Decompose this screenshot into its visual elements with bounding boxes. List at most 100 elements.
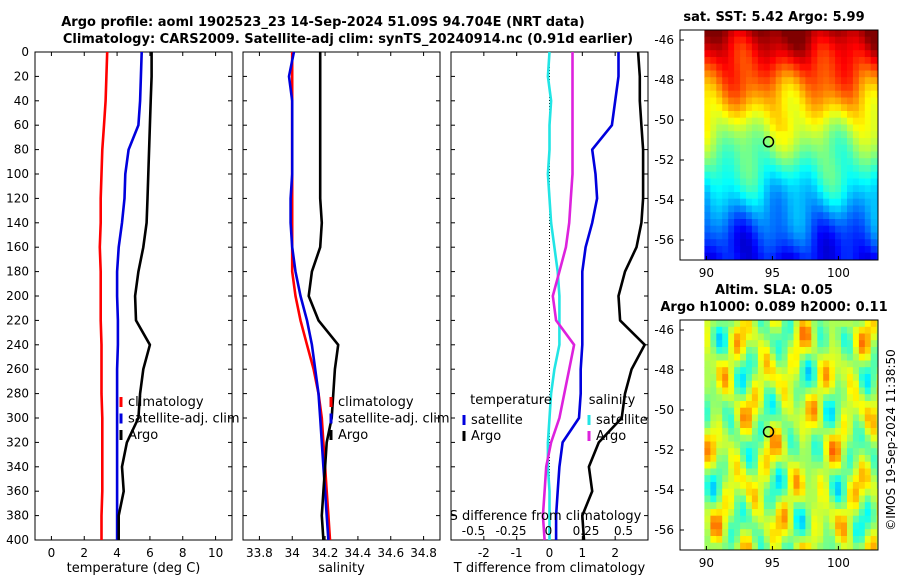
heatmap-cell	[775, 239, 783, 247]
heatmap-cell	[811, 353, 818, 361]
heatmap-cell	[704, 374, 711, 382]
heatmap-cell	[823, 394, 830, 402]
heatmap-cell	[847, 124, 854, 132]
heatmap-cell	[870, 448, 878, 456]
heatmap-cell	[852, 117, 860, 125]
x-axis-label: T difference from climatology	[453, 561, 646, 576]
heatmap-cell	[870, 515, 878, 523]
heatmap-cell	[841, 185, 848, 193]
y-tick-label: 300	[6, 411, 29, 425]
heatmap-cell	[805, 509, 812, 517]
heatmap-cell	[817, 158, 824, 166]
heatmap-cell	[799, 326, 806, 335]
heatmap-cell	[805, 421, 812, 429]
heatmap-cell	[799, 246, 806, 254]
heatmap-cell	[716, 475, 723, 483]
heatmap-cell	[870, 374, 878, 382]
y-tick-label: 280	[6, 387, 29, 401]
heatmap-cell	[858, 171, 866, 179]
heatmap-cell	[811, 367, 818, 375]
heatmap-cell	[716, 488, 723, 496]
heatmap-cell	[841, 482, 848, 490]
heatmap-cell	[847, 387, 854, 395]
heatmap-cell	[829, 536, 836, 544]
heatmap-cell	[710, 488, 717, 496]
heatmap-cell	[835, 502, 842, 510]
heatmap-cell	[835, 90, 842, 98]
heatmap-cell	[710, 212, 717, 220]
heatmap-cell	[757, 475, 765, 483]
heatmap-cell	[799, 340, 806, 348]
heatmap-cell	[841, 522, 848, 530]
map-x-tick-label: 90	[699, 556, 714, 570]
heatmap-cell	[740, 488, 747, 496]
heatmap-cell	[710, 320, 717, 328]
heatmap-cell	[817, 455, 824, 463]
heatmap-cell	[858, 347, 866, 355]
heatmap-cell	[876, 252, 878, 260]
heatmap-cell	[876, 502, 878, 510]
heatmap-cell	[734, 407, 741, 415]
legend-title-temperature: temperature	[470, 393, 552, 408]
heatmap-cell	[710, 165, 717, 173]
heatmap-cell	[817, 165, 824, 173]
heatmap-cell	[799, 434, 806, 442]
heatmap-cell	[757, 488, 765, 496]
heatmap-cell	[870, 77, 878, 85]
heatmap-cell	[751, 414, 759, 422]
heatmap-cell	[852, 475, 860, 483]
heatmap-cell	[847, 97, 854, 105]
heatmap-cell	[864, 144, 872, 152]
heatmap-cell	[811, 407, 818, 415]
heatmap-cell	[757, 482, 765, 490]
heatmap-cell	[858, 70, 866, 78]
heatmap-cell	[864, 333, 872, 341]
heatmap-cell	[876, 461, 878, 469]
heatmap-cell	[728, 468, 735, 476]
heatmap-cell	[858, 353, 866, 361]
heatmap-cell	[799, 70, 806, 78]
heatmap-cell	[823, 455, 830, 463]
heatmap-cell	[722, 138, 729, 146]
heatmap-cell	[757, 495, 765, 503]
heatmap-cell	[847, 394, 854, 402]
heatmap-cell	[793, 374, 800, 382]
heatmap-cell	[852, 482, 860, 490]
heatmap-cell	[829, 84, 836, 92]
heatmap-cell	[751, 165, 759, 173]
heatmap-cell	[864, 488, 872, 496]
heatmap-cell	[734, 441, 741, 449]
heatmap-cell	[870, 57, 878, 65]
heatmap-cell	[775, 387, 783, 395]
heatmap-cell	[722, 380, 729, 388]
heatmap-cell	[769, 185, 777, 193]
heatmap-cell	[847, 367, 854, 375]
heatmap-cell	[746, 205, 753, 213]
heatmap-cell	[769, 448, 777, 456]
heatmap-cell	[716, 482, 723, 490]
heatmap-cell	[746, 374, 753, 382]
heatmap-cell	[710, 448, 717, 456]
heatmap-cell	[817, 232, 824, 240]
heatmap-cell	[852, 401, 860, 409]
heatmap-cell	[716, 407, 723, 415]
heatmap-cell	[775, 401, 783, 409]
heatmap-cell	[823, 212, 830, 220]
y-tick-label: 400	[6, 533, 29, 547]
heatmap-cell	[722, 232, 729, 240]
heatmap-cell	[793, 360, 800, 368]
heatmap-cell	[781, 360, 789, 368]
heatmap-cell	[787, 374, 795, 382]
heatmap-cell	[829, 232, 836, 240]
heatmap-cell	[722, 90, 729, 98]
heatmap-cell	[876, 428, 878, 436]
heatmap-cell	[722, 97, 729, 105]
heatmap-cell	[876, 239, 878, 247]
heatmap-cell	[787, 353, 795, 361]
heatmap-cell	[787, 50, 795, 58]
x-tick-label: -1	[511, 546, 523, 560]
x-tick-label: 0	[48, 546, 56, 560]
heatmap-cell	[781, 225, 789, 233]
heatmap-cell	[763, 232, 771, 240]
heatmap-cell	[763, 144, 771, 152]
